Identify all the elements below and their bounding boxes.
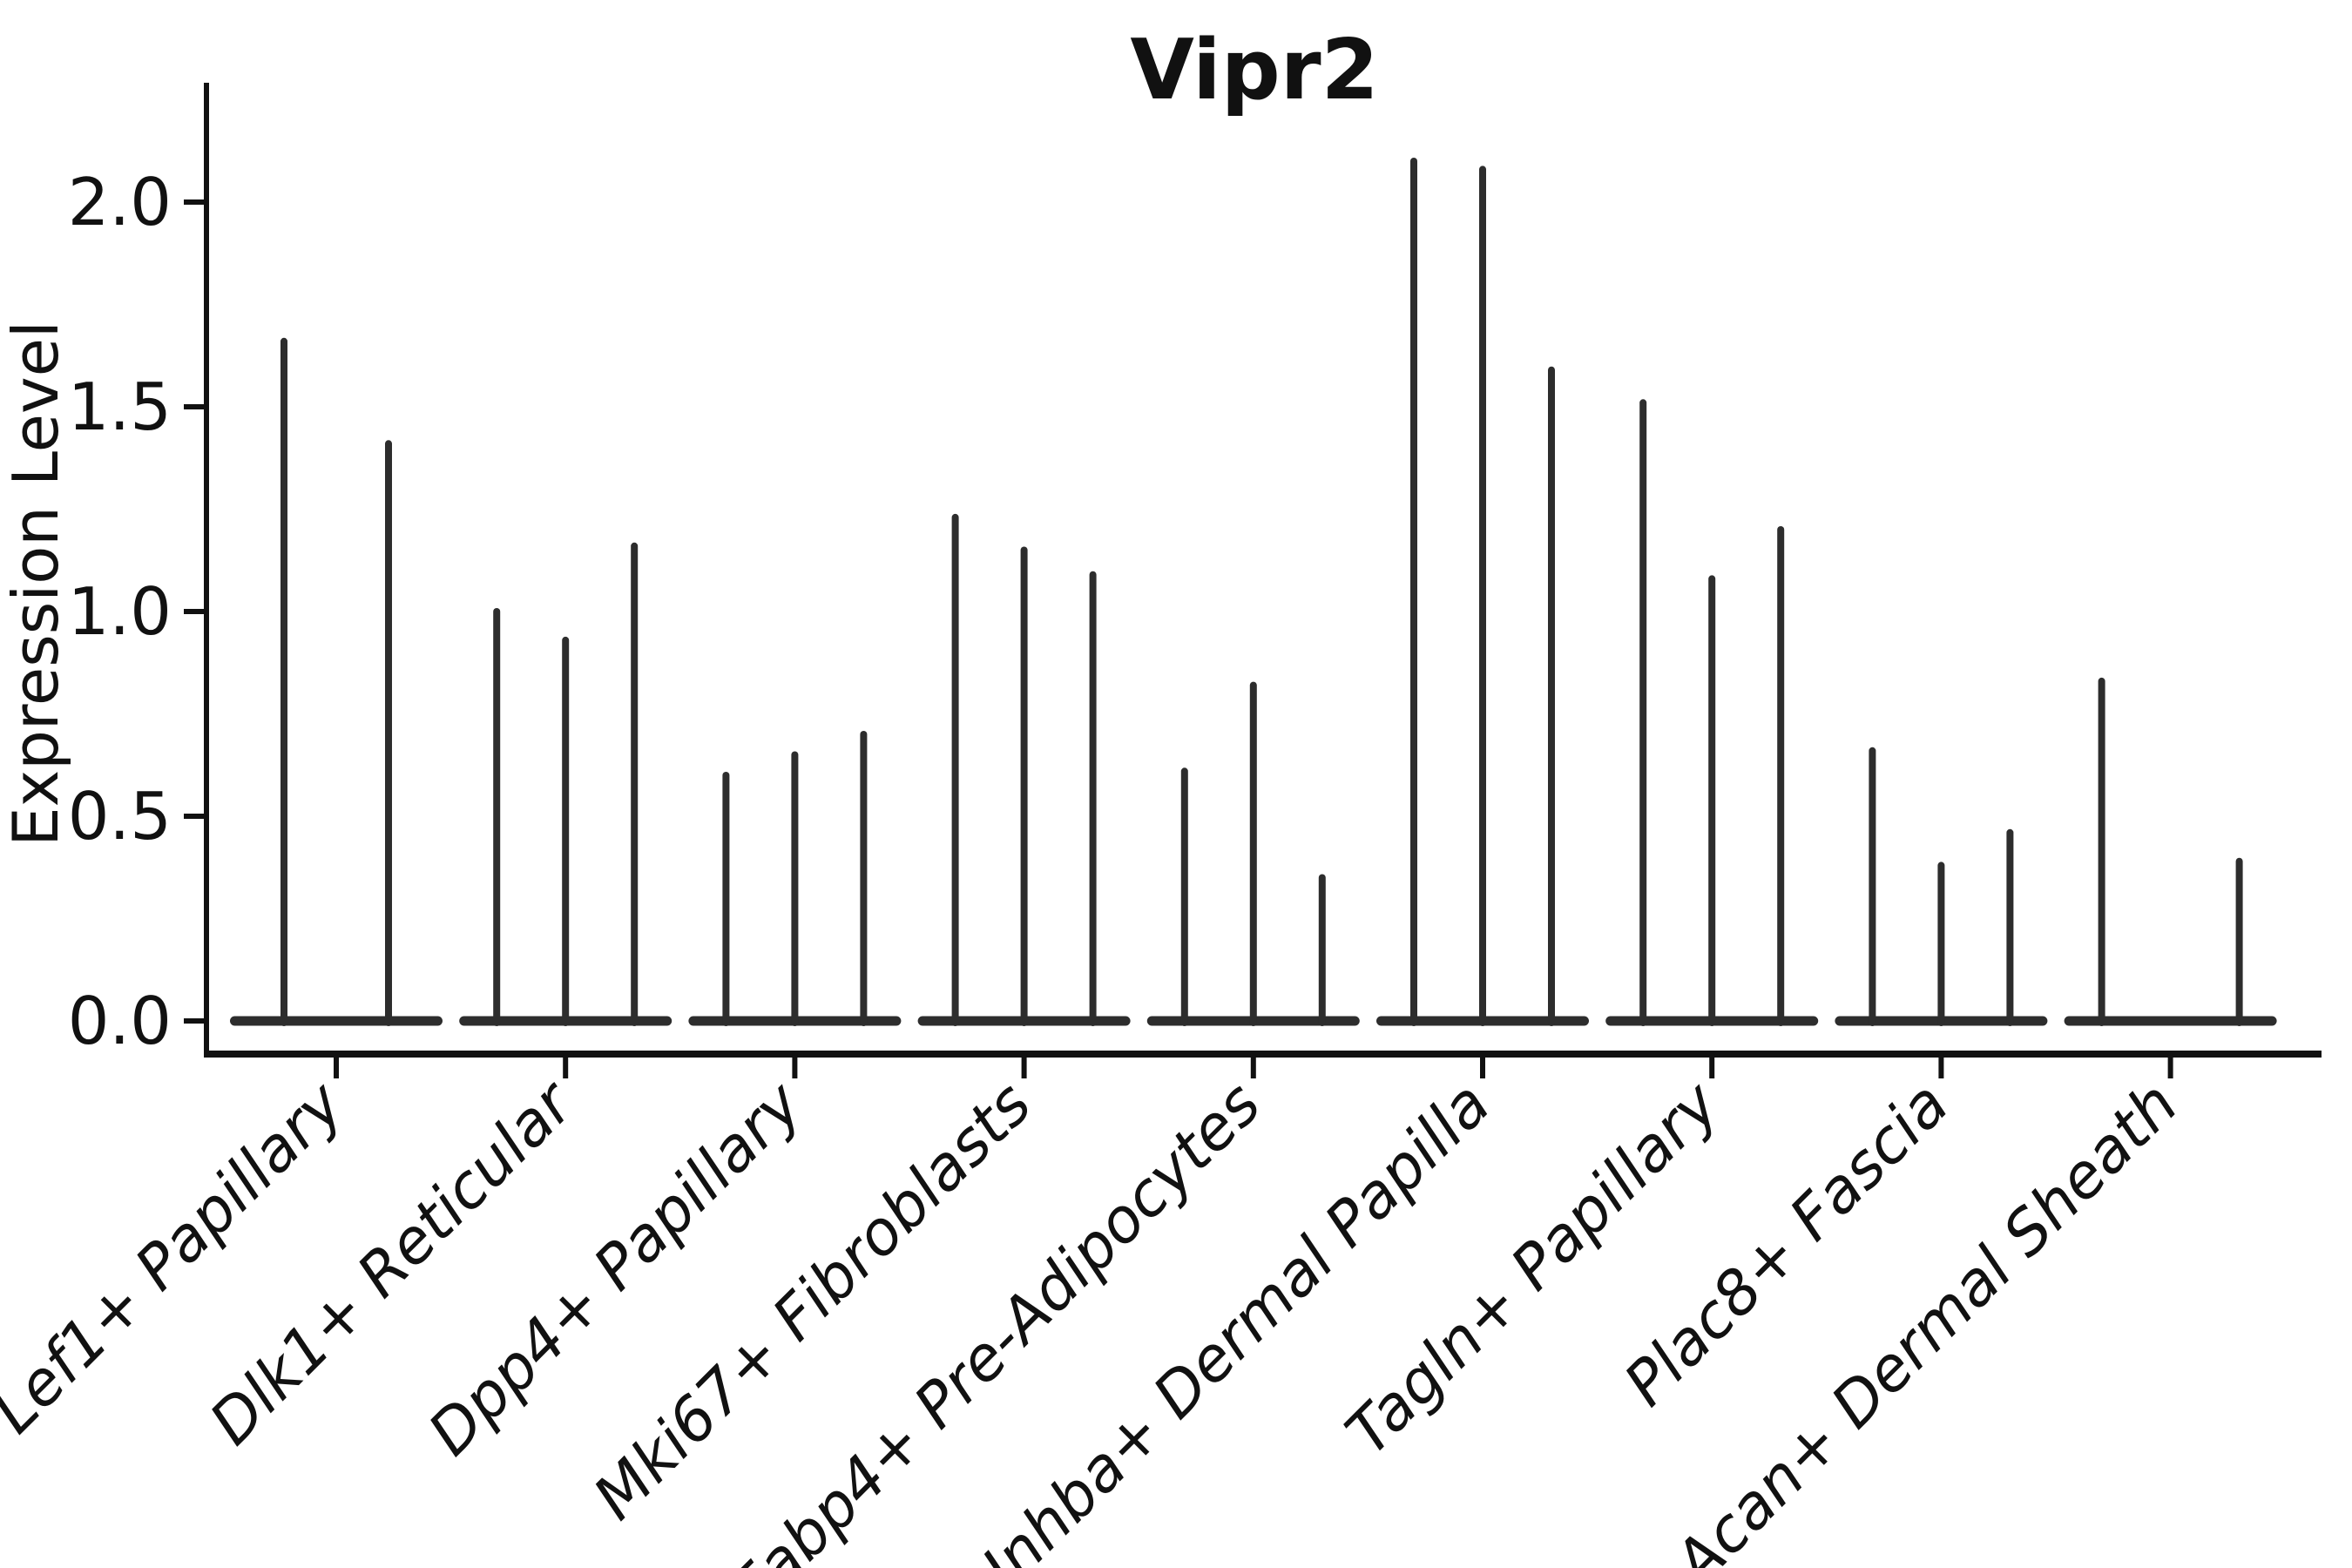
- x-tick-label: Tagln+ Papillary: [1332, 1067, 1734, 1469]
- violin-layer: [230, 158, 2277, 1026]
- y-tick-label: 1.5: [68, 368, 172, 445]
- chart-title: Vipr2: [1130, 23, 1378, 118]
- x-tick-label: Dpp4+ Papillary: [415, 1067, 817, 1470]
- violin-base: [2064, 1016, 2277, 1026]
- violin-base: [230, 1016, 443, 1026]
- y-tick-label: 0.0: [68, 983, 172, 1059]
- x-tick-label: Mki67+ Fibroblasts: [580, 1068, 1045, 1533]
- y-tick-label: 1.0: [68, 573, 172, 650]
- y-tick-label: 2.0: [68, 164, 172, 240]
- y-axis-label: Expression Level: [0, 321, 72, 847]
- y-tick-label: 0.5: [68, 778, 172, 855]
